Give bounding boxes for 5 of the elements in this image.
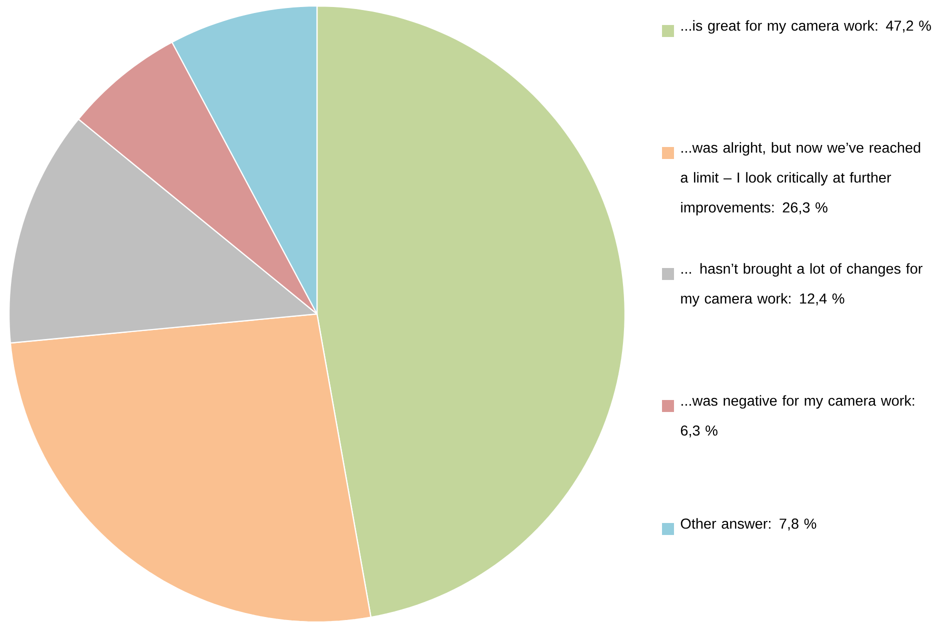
legend-label: Other answer: 7,8 % <box>680 518 816 530</box>
legend-label: ...was alright, but now we’ve reached a limit – I look critically at further improvements: 26,3 % <box>680 142 920 216</box>
legend-label: ...was negative for my camera work: 6,3 % <box>680 395 914 438</box>
legend-label: ... hasn’t brought a lot of changes for my camera work: 12,4 % <box>681 263 922 307</box>
legend-label: ...is great for my camera work: 47,2 % <box>682 20 931 34</box>
